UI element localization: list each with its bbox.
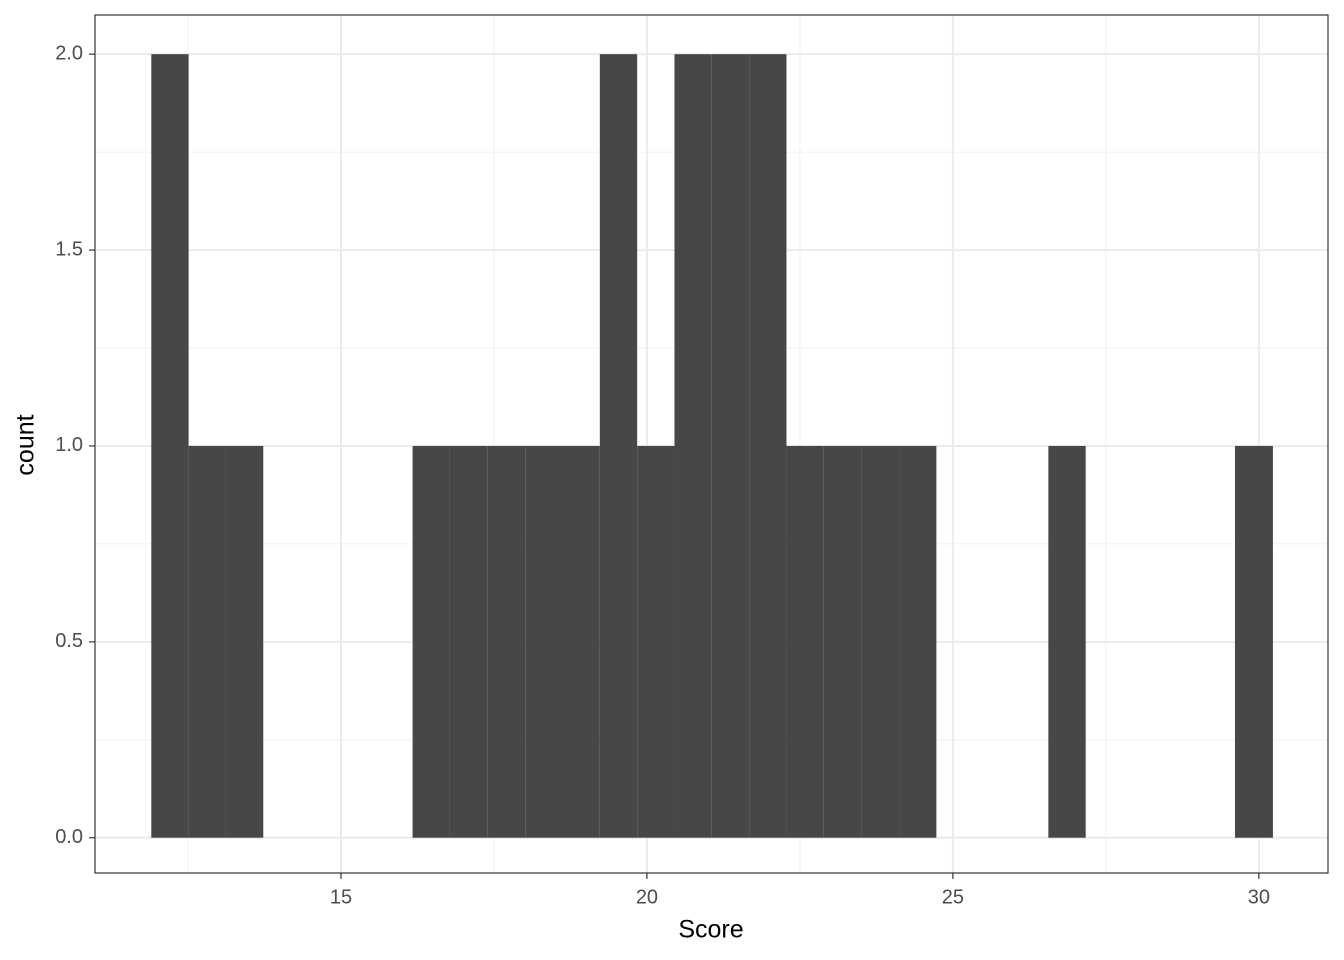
y-axis-title: count: [12, 414, 40, 475]
y-tick-label: 0.0: [55, 826, 83, 848]
bar: [861, 445, 900, 838]
bar: [188, 445, 226, 838]
bar: [562, 445, 600, 838]
y-tick-label: 1.0: [55, 434, 83, 456]
bar: [487, 445, 526, 838]
bar: [637, 445, 675, 838]
bar: [449, 445, 488, 838]
bar: [749, 54, 787, 838]
x-tick-label: 15: [330, 886, 352, 908]
bar: [711, 54, 750, 838]
bar: [151, 54, 189, 838]
panel-border: [94, 14, 1329, 874]
x-tick-label: 25: [942, 886, 964, 908]
bar: [1234, 445, 1273, 838]
bar: [225, 445, 264, 838]
y-tick-label: 2.0: [55, 42, 83, 64]
bar: [1048, 445, 1086, 838]
x-tick-label: 20: [636, 886, 658, 908]
bar: [525, 445, 563, 838]
y-tick-label: 0.5: [55, 630, 83, 652]
bar: [786, 445, 824, 838]
bar: [599, 54, 638, 838]
y-tick-label: 1.5: [55, 238, 83, 260]
bar: [674, 54, 712, 838]
bar: [412, 445, 450, 838]
x-axis-title: Score: [678, 916, 743, 944]
bar: [899, 445, 937, 838]
bar: [823, 445, 862, 838]
x-tick-label: 30: [1248, 886, 1270, 908]
